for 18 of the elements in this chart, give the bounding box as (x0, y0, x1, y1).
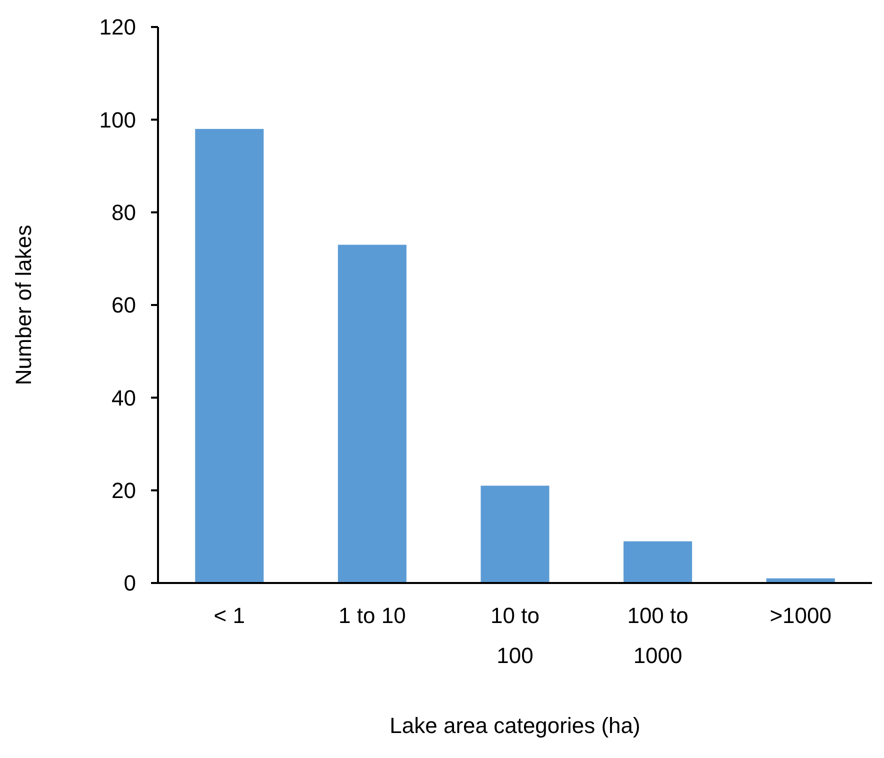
y-tick-label: 0 (124, 570, 136, 596)
x-tick-label: 100 to 1000 (627, 603, 688, 668)
bar (195, 128, 264, 583)
bar (338, 244, 406, 583)
x-tick-label: < 1 (214, 603, 245, 628)
x-tick-label: 1 to 10 (338, 603, 406, 628)
x-tick-label: 10 to 100 (490, 603, 540, 668)
y-axis-title: Number of lakes (11, 224, 36, 386)
y-tick-label: 100 (99, 107, 136, 132)
x-tick-label: >1000 (770, 603, 832, 628)
y-tick-label: 120 (99, 14, 136, 40)
y-tick-label: 40 (112, 385, 136, 410)
y-tick-label: 80 (112, 200, 136, 226)
y-tick-label: 20 (112, 478, 136, 504)
x-axis-title: Lake area categories (ha) (390, 713, 640, 738)
y-tick-label: 60 (112, 292, 136, 318)
bar (480, 486, 550, 583)
bar (624, 541, 692, 583)
